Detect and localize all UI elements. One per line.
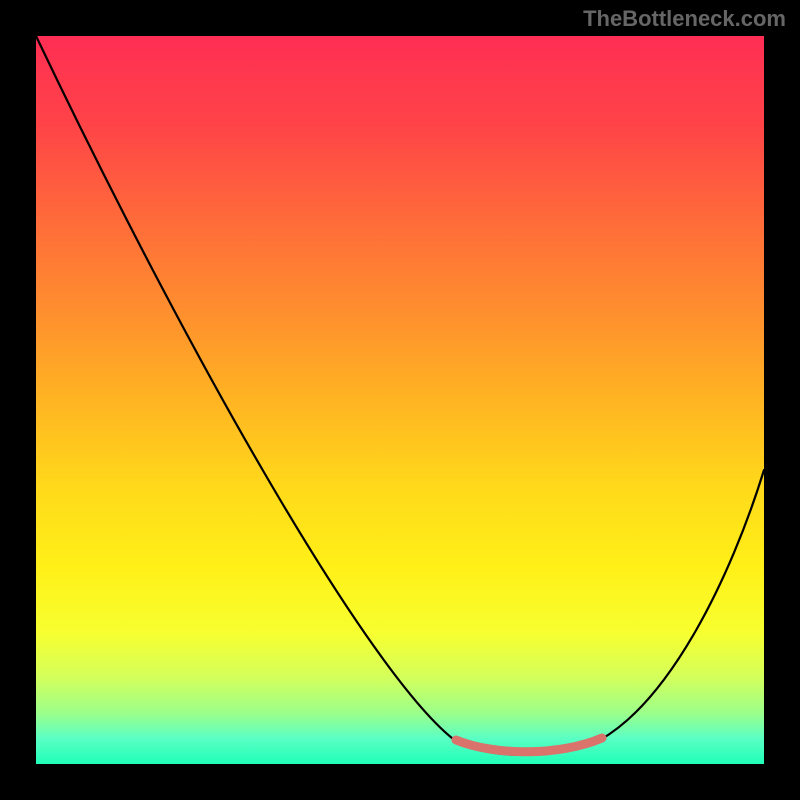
- bottleneck-curve: [36, 36, 764, 755]
- chart-container: TheBottleneck.com: [0, 0, 800, 800]
- curve-layer: [0, 0, 800, 800]
- watermark-text: TheBottleneck.com: [583, 6, 786, 32]
- valley-marker: [456, 738, 602, 752]
